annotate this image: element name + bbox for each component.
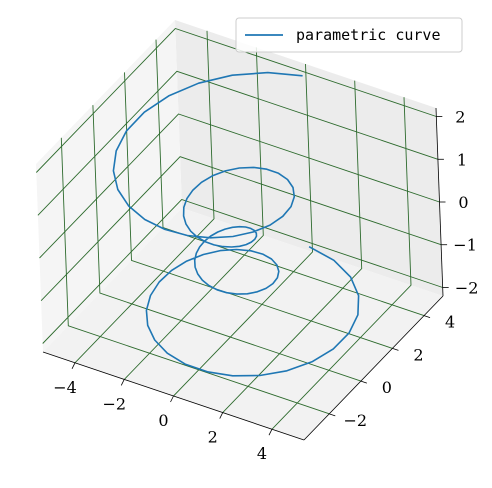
grid-line-x — [74, 30, 215, 364]
grid-line-z — [39, 113, 440, 259]
grid-line-x — [173, 63, 313, 397]
x-tick-mark — [170, 395, 174, 403]
grid-line-y — [124, 72, 393, 349]
x-tick-label: −4 — [53, 378, 77, 397]
grid-line-y — [60, 137, 330, 415]
x-tick-label: 2 — [208, 428, 218, 447]
grid-line-z — [35, 27, 437, 173]
y-tick-label: 0 — [382, 378, 392, 397]
z-tick-label: −2 — [455, 278, 479, 297]
z-tick-label: 1 — [457, 150, 467, 169]
z-tick-label: −1 — [453, 236, 477, 255]
x-tick-mark — [120, 379, 125, 386]
legend: parametric curve — [235, 17, 463, 53]
y-tick-label: 2 — [413, 345, 423, 364]
grid-line-x — [271, 97, 412, 430]
grid-line-y — [92, 105, 362, 382]
y-tick-mark — [329, 413, 336, 417]
grid-line-x — [123, 47, 264, 380]
y-axis-line — [303, 295, 444, 441]
axis-lines — [42, 107, 449, 441]
x-tick-label: 4 — [257, 444, 267, 463]
x-tick-mark — [71, 362, 76, 369]
grid-line-x — [222, 80, 363, 413]
z-tick-label: 0 — [458, 193, 468, 212]
legend-box — [235, 17, 463, 53]
series-line-parametric-curve — [112, 71, 360, 377]
x-tick-mark — [268, 429, 273, 436]
grid-line-z — [40, 156, 442, 302]
legend-label: parametric curve — [296, 26, 441, 44]
y-tick-mark — [423, 315, 431, 319]
y-tick-label: −2 — [343, 411, 367, 430]
grid-line-z — [42, 198, 443, 344]
z-tick-label: 2 — [455, 108, 465, 127]
axis-panes — [36, 20, 443, 440]
series-curve — [112, 71, 360, 377]
y-tick-label: 4 — [445, 313, 455, 332]
x-tick-label: −2 — [102, 394, 126, 413]
x-tick-label: 0 — [158, 411, 168, 430]
grid-line-z — [37, 70, 439, 216]
y-tick-mark — [392, 347, 399, 351]
x-tick-mark — [219, 412, 224, 419]
y-tick-mark — [360, 380, 367, 384]
